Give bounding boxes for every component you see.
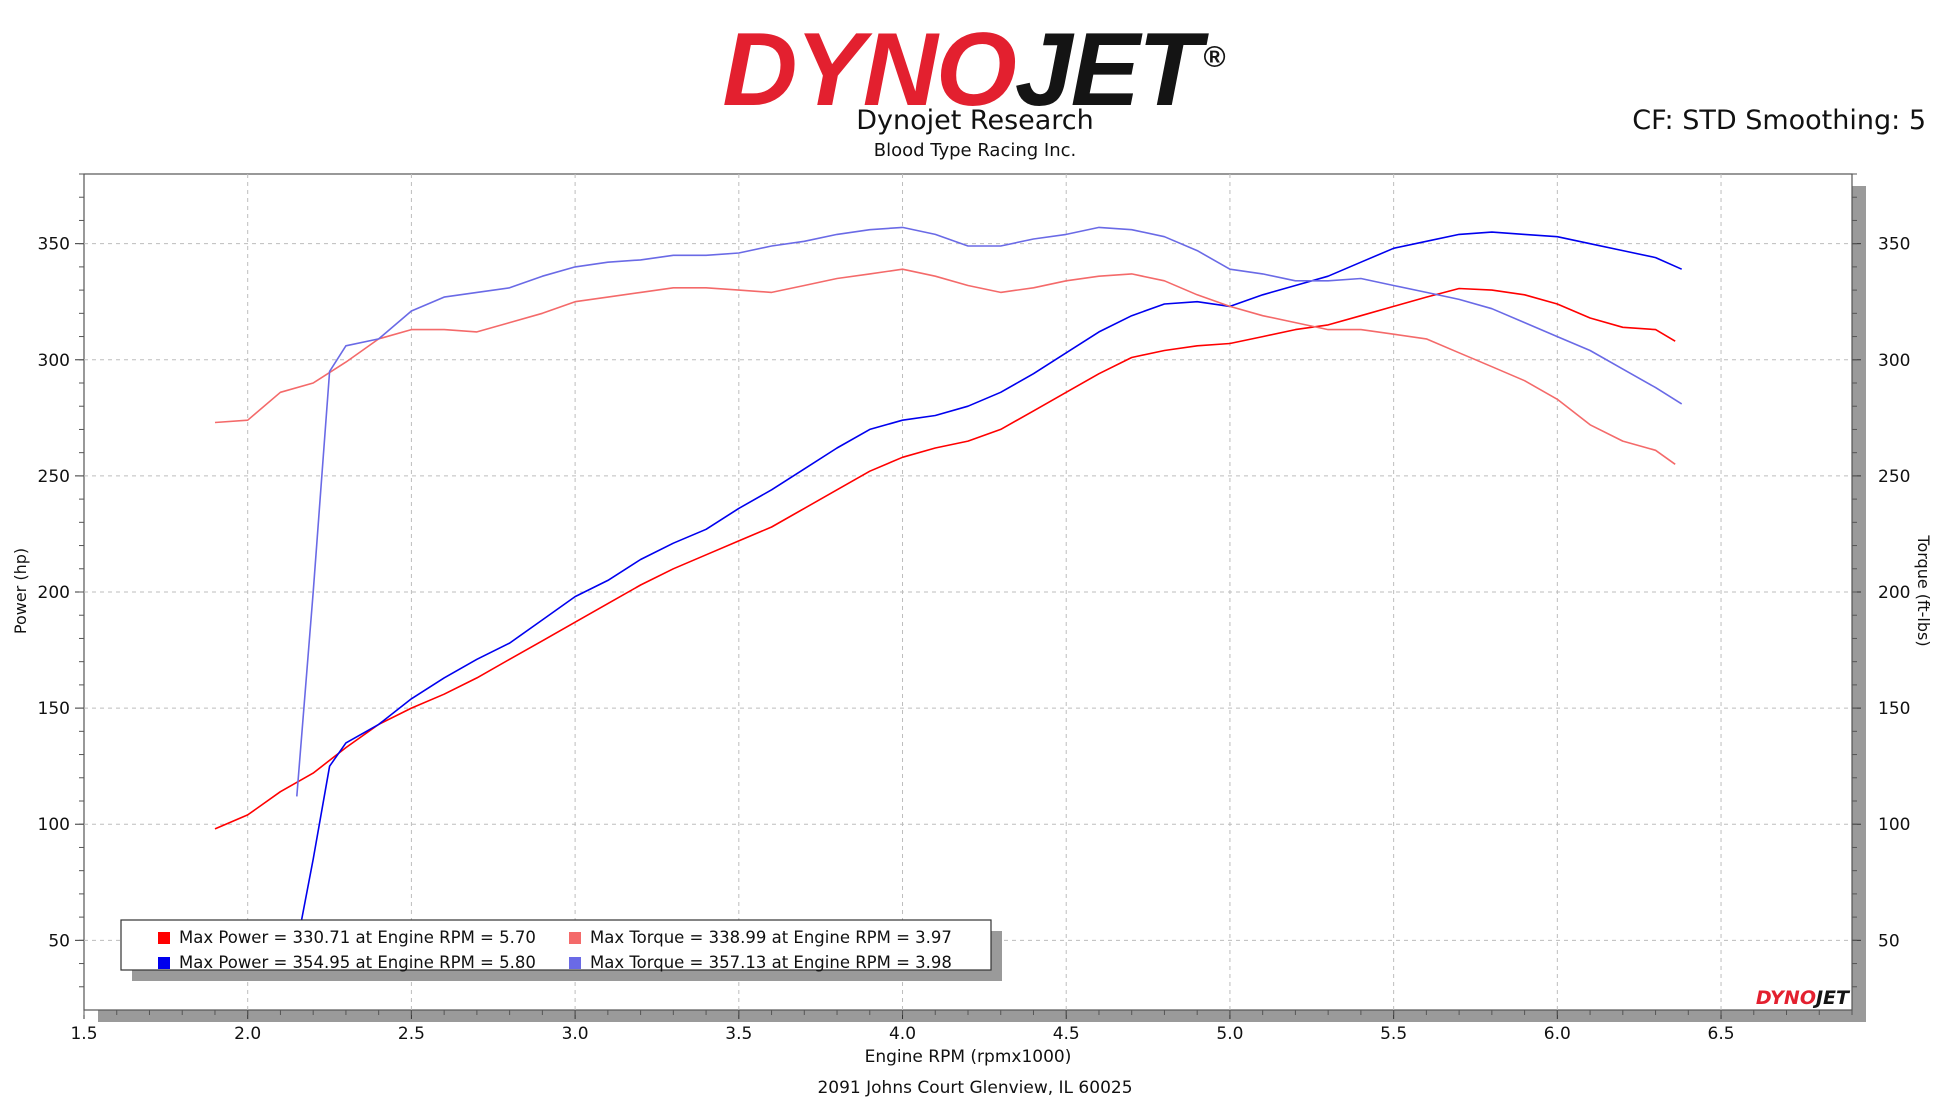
legend-swatch-4 bbox=[569, 957, 581, 969]
watermark-dyno-text: DYNO bbox=[1756, 987, 1816, 1009]
legend-label-1: Max Power = 330.71 at Engine RPM = 5.70 bbox=[179, 928, 536, 947]
y2-tick-label: 150 bbox=[1878, 699, 1910, 719]
x-tick-label: 1.5 bbox=[70, 1024, 97, 1044]
legend-swatch-1 bbox=[158, 932, 170, 944]
series-lines bbox=[214, 226, 1683, 946]
legend: Max Power = 330.71 at Engine RPM = 5.70 M… bbox=[120, 919, 1002, 981]
y2-tick-label: 300 bbox=[1878, 351, 1910, 371]
series-line-2 bbox=[296, 231, 1683, 946]
axes: 1.5 2.0 2.5 3.0 3.5 4.0 4.5 5.0 5.5 6.0 6.5 50 50 100… bbox=[38, 173, 1910, 1044]
x-axis-label: Engine RPM (rpmx1000) bbox=[865, 1047, 1072, 1067]
y2-tick-label: 250 bbox=[1878, 467, 1910, 487]
dynojet-watermark: DYNOJET bbox=[1756, 987, 1851, 1009]
y-tick-label: 100 bbox=[38, 815, 70, 835]
footer-address: 2091 Johns Court Glenview, IL 60025 bbox=[817, 1078, 1133, 1098]
legend-swatch-2 bbox=[158, 957, 170, 969]
series-line-4 bbox=[296, 226, 1683, 797]
legend-label-3: Max Torque = 338.99 at Engine RPM = 3.97 bbox=[590, 928, 952, 947]
legend-box bbox=[120, 919, 992, 971]
legend-label-2: Max Power = 354.95 at Engine RPM = 5.80 bbox=[179, 953, 536, 972]
y2-tick-label: 50 bbox=[1878, 931, 1900, 951]
grid-lines bbox=[84, 174, 1852, 1010]
series-line-1 bbox=[214, 287, 1676, 830]
series-line-3 bbox=[214, 268, 1676, 465]
y-tick-label: 300 bbox=[38, 351, 70, 371]
logo-dyno-text: DYNO bbox=[722, 12, 1016, 128]
legend-swatch-3 bbox=[569, 932, 581, 944]
dynojet-logo: DYNOJET ® bbox=[0, 4, 1946, 124]
x-tick-label: 5.0 bbox=[1216, 1024, 1243, 1044]
logo-jet-text: JET bbox=[1014, 12, 1202, 128]
x-tick-label: 6.5 bbox=[1708, 1024, 1735, 1044]
y2-tick-label: 200 bbox=[1878, 583, 1910, 603]
x-tick-label: 3.5 bbox=[725, 1024, 752, 1044]
x-tick-label: 4.0 bbox=[889, 1024, 916, 1044]
x-tick-label: 4.5 bbox=[1053, 1024, 1080, 1044]
chart-subtitle: Blood Type Racing Inc. bbox=[873, 140, 1077, 161]
x-tick-label: 2.0 bbox=[234, 1024, 261, 1044]
y2-axis-label: Torque (ft-lbs) bbox=[1914, 534, 1933, 646]
x-tick-label: 5.5 bbox=[1380, 1024, 1407, 1044]
y2-tick-label: 350 bbox=[1878, 235, 1910, 255]
x-tick-label: 6.0 bbox=[1544, 1024, 1571, 1044]
y-axis-label: Power (hp) bbox=[11, 548, 30, 634]
y-tick-label: 250 bbox=[38, 467, 70, 487]
y-tick-label: 150 bbox=[38, 699, 70, 719]
chart-title: Dynojet Research bbox=[856, 105, 1094, 136]
registered-mark-icon: ® bbox=[1203, 41, 1226, 74]
x-tick-label: 2.5 bbox=[398, 1024, 425, 1044]
y2-tick-label: 100 bbox=[1878, 815, 1910, 835]
watermark-jet-text: JET bbox=[1812, 987, 1851, 1009]
y-tick-label: 50 bbox=[48, 931, 70, 951]
legend-label-4: Max Torque = 357.13 at Engine RPM = 3.98 bbox=[590, 953, 952, 972]
y-tick-label: 350 bbox=[38, 235, 70, 255]
y-tick-label: 200 bbox=[38, 583, 70, 603]
correction-factor-label: CF: STD Smoothing: 5 bbox=[1632, 105, 1926, 136]
x-tick-label: 3.0 bbox=[562, 1024, 589, 1044]
